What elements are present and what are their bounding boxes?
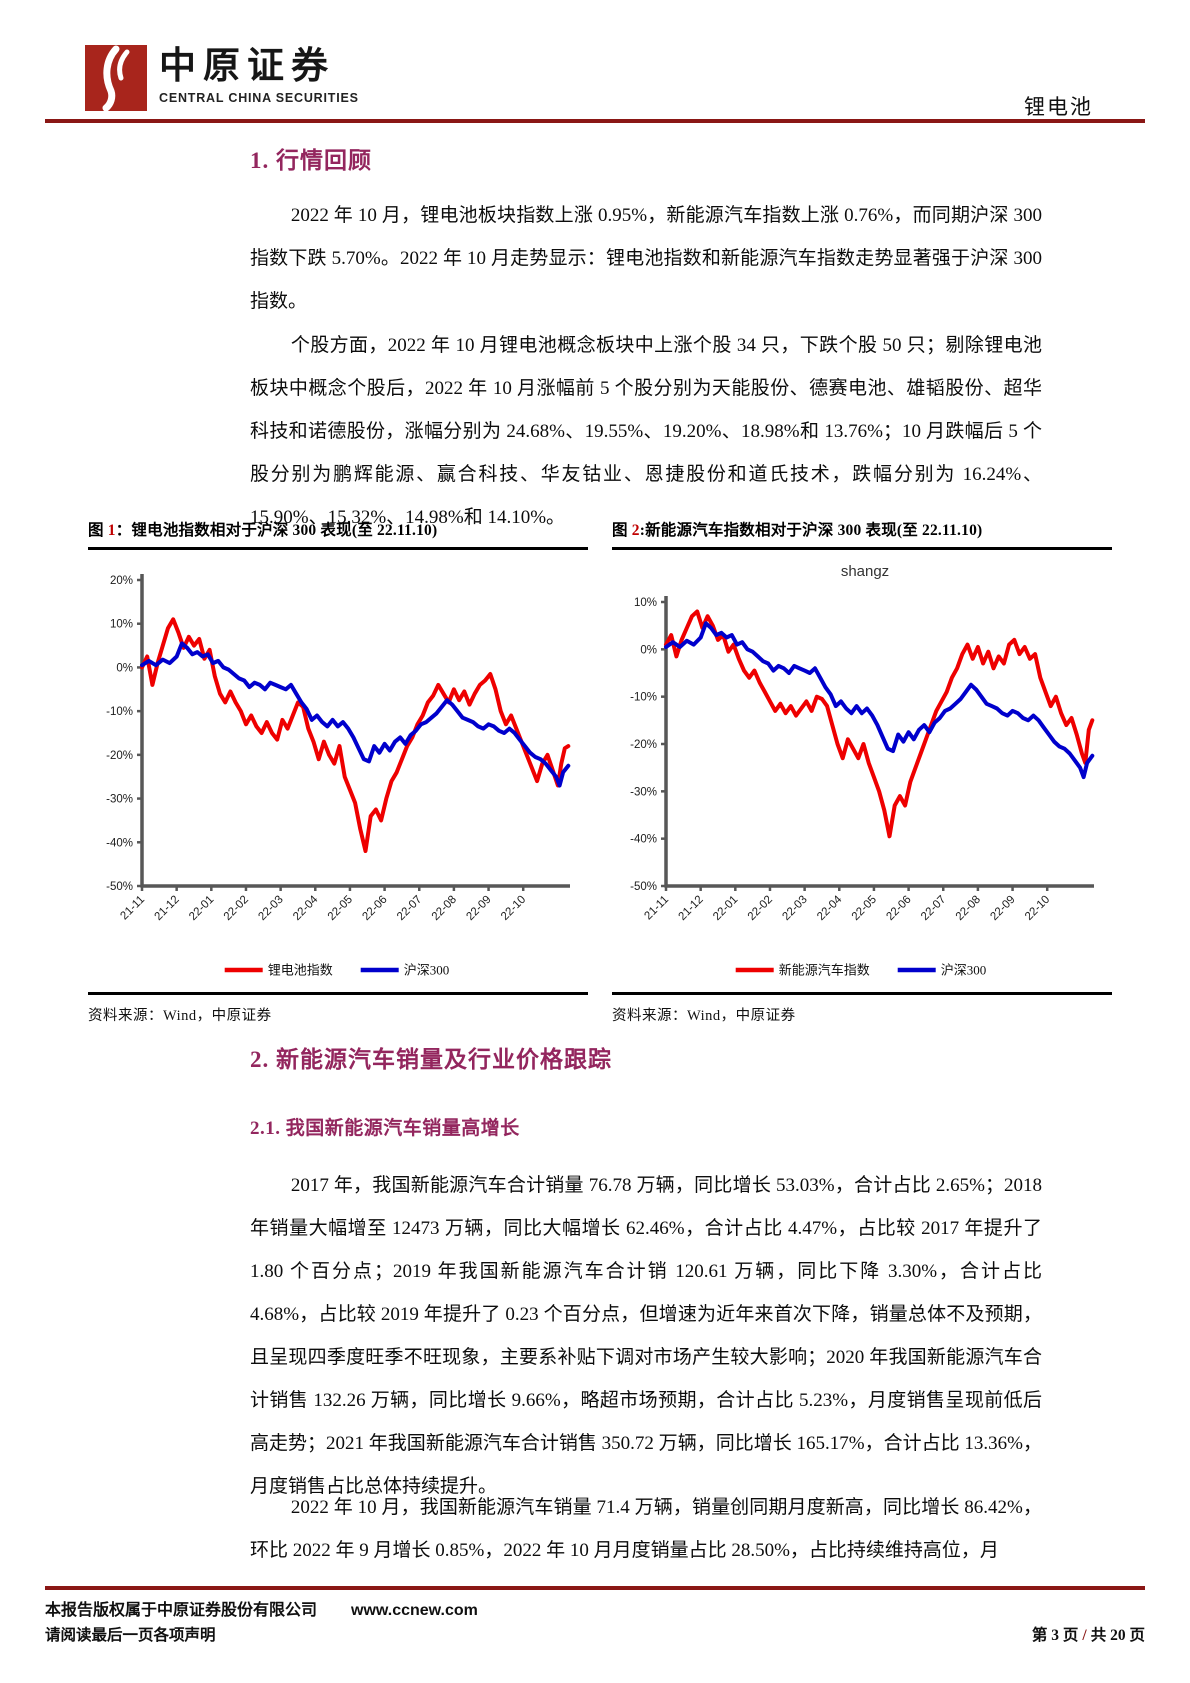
svg-text:22-06: 22-06 xyxy=(360,894,389,923)
svg-text:22-09: 22-09 xyxy=(988,894,1017,923)
svg-text:22-03: 22-03 xyxy=(780,894,809,923)
svg-text:锂电池指数: 锂电池指数 xyxy=(268,963,333,978)
svg-text:22-10: 22-10 xyxy=(499,894,528,923)
report-tag: 锂电池 xyxy=(1024,95,1093,119)
svg-text:22-07: 22-07 xyxy=(395,894,424,923)
svg-text:22-05: 22-05 xyxy=(850,894,879,923)
figure-1-title: ：锂电池指数相对于沪深 300 表现(至 22.11.10) xyxy=(115,522,438,539)
figure-2-source: 资料来源：Wind，中原证券 xyxy=(612,1008,796,1024)
figure-1-source: 资料来源：Wind，中原证券 xyxy=(88,1008,272,1024)
figure-2-caption: 图 2:新能源汽车指数相对于沪深 300 表现(至 22.11.10) xyxy=(612,518,1112,550)
footer-copyright-line: 本报告版权属于中原证券股份有限公司 www.ccnew.com xyxy=(45,1596,1145,1620)
svg-text:22-04: 22-04 xyxy=(291,893,321,923)
figure-1-label: 图 xyxy=(88,522,108,539)
footer-page-indicator: 第 3 页 / 共 20 页 xyxy=(1032,1623,1145,1645)
svg-text:-20%: -20% xyxy=(630,739,657,751)
figure-1: 图 1：锂电池指数相对于沪深 300 表现(至 22.11.10) 20% 10%… xyxy=(88,518,588,1025)
svg-text:沪深300: 沪深300 xyxy=(941,963,987,978)
footer-website: www.ccnew.com xyxy=(351,1602,478,1619)
svg-text:-30%: -30% xyxy=(106,794,133,806)
svg-text:21-12: 21-12 xyxy=(152,894,181,923)
svg-text:shangz: shangz xyxy=(841,563,889,580)
svg-text:-40%: -40% xyxy=(106,837,133,849)
svg-text:20%: 20% xyxy=(110,575,133,587)
footer-disclaimer-line: 请阅读最后一页各项声明 第 3 页 / 共 20 页 xyxy=(45,1623,1145,1645)
svg-text:-30%: -30% xyxy=(630,786,657,798)
svg-text:22-06: 22-06 xyxy=(884,894,913,923)
svg-text:沪深300: 沪深300 xyxy=(404,963,450,978)
svg-text:22-10: 22-10 xyxy=(1023,894,1052,923)
svg-text:21-12: 21-12 xyxy=(676,894,705,923)
svg-text:-10%: -10% xyxy=(106,706,133,718)
section-1-heading: 1. 行情回顾 xyxy=(250,148,372,173)
logo-text-en: CENTRAL CHINA SECURITIES xyxy=(159,90,359,105)
svg-text:-20%: -20% xyxy=(106,750,133,762)
figures-row: 图 1：锂电池指数相对于沪深 300 表现(至 22.11.10) 20% 10%… xyxy=(88,518,1112,1025)
svg-text:22-05: 22-05 xyxy=(326,894,355,923)
svg-text:22-02: 22-02 xyxy=(746,894,775,923)
footer-page-total: 共 20 页 xyxy=(1090,1627,1145,1644)
figure-1-bottom-rule xyxy=(88,992,588,995)
svg-text:22-04: 22-04 xyxy=(815,893,845,923)
logo-mark-icon xyxy=(85,45,147,111)
svg-text:22-08: 22-08 xyxy=(430,894,459,923)
paragraph-market-review: 2022 年 10 月，锂电池板块指数上涨 0.95%，新能源汽车指数上涨 0.… xyxy=(250,205,1042,312)
svg-text:0%: 0% xyxy=(640,644,657,656)
svg-text:22-07: 22-07 xyxy=(919,894,948,923)
svg-text:22-08: 22-08 xyxy=(954,894,983,923)
svg-text:21-11: 21-11 xyxy=(642,894,671,923)
footer-copyright: 本报告版权属于中原证券股份有限公司 xyxy=(45,1602,318,1619)
svg-text:22-09: 22-09 xyxy=(464,894,493,923)
paragraph-sales-history: 2017 年，我国新能源汽车合计销量 76.78 万辆，同比增长 53.03%，… xyxy=(250,1175,1042,1497)
svg-text:-50%: -50% xyxy=(106,881,133,893)
footer-page-separator: / xyxy=(1082,1627,1087,1644)
svg-text:新能源汽车指数: 新能源汽车指数 xyxy=(779,963,870,978)
figure-2-number: 2 xyxy=(631,522,640,539)
header-rule xyxy=(45,119,1145,123)
svg-text:10%: 10% xyxy=(110,619,133,631)
logo-text: 中原证券 CENTRAL CHINA SECURITIES xyxy=(159,45,359,105)
svg-text:-50%: -50% xyxy=(630,881,657,893)
svg-text:22-02: 22-02 xyxy=(222,894,251,923)
svg-text:-40%: -40% xyxy=(630,834,657,846)
svg-text:22-03: 22-03 xyxy=(256,894,285,923)
figure-2-label: 图 xyxy=(612,522,632,539)
svg-text:22-01: 22-01 xyxy=(711,894,740,923)
paragraph-oct-sales: 2022 年 10 月，我国新能源汽车销量 71.4 万辆，销量创同期月度新高，… xyxy=(250,1497,1042,1561)
figure-2-title: :新能源汽车指数相对于沪深 300 表现(至 22.11.10) xyxy=(639,522,983,539)
footer-page-num: 第 3 页 xyxy=(1031,1627,1079,1644)
figure-2: 图 2:新能源汽车指数相对于沪深 300 表现(至 22.11.10) shan… xyxy=(612,518,1112,1025)
line-chart-battery-index: 20%10%0%-10%-20%-30%-40%-50%21-11 21-12 22… xyxy=(106,574,571,978)
figure-1-caption: 图 1：锂电池指数相对于沪深 300 表现(至 22.11.10) xyxy=(88,518,588,550)
svg-text:-10%: -10% xyxy=(630,692,657,704)
svg-text:0%: 0% xyxy=(116,662,133,674)
footer-rule xyxy=(45,1586,1145,1590)
footer-disclaimer: 请阅读最后一页各项声明 xyxy=(45,1627,216,1644)
svg-text:22-01: 22-01 xyxy=(187,894,216,923)
section-2-heading: 2. 新能源汽车销量及行业价格跟踪 xyxy=(250,1047,612,1072)
figure-2-bottom-rule xyxy=(612,992,1112,995)
logo-text-cn: 中原证券 xyxy=(159,46,335,87)
header-logo: 中原证券 CENTRAL CHINA SECURITIES xyxy=(85,45,359,111)
line-chart-nev-index: shangz 10% 0% -10% -20% -30% -40% -50%21-11 21-1… xyxy=(630,563,1095,978)
svg-text:10%: 10% xyxy=(634,597,657,609)
figure-1-number: 1 xyxy=(107,522,116,539)
section-2-1-heading: 2.1. 我国新能源汽车销量高增长 xyxy=(250,1118,520,1139)
paragraph-stock-movers: 个股方面，2022 年 10 月锂电池概念板块中上涨个股 34 只，下跌个股 5… xyxy=(250,335,1042,528)
svg-text:21-11: 21-11 xyxy=(118,894,147,923)
